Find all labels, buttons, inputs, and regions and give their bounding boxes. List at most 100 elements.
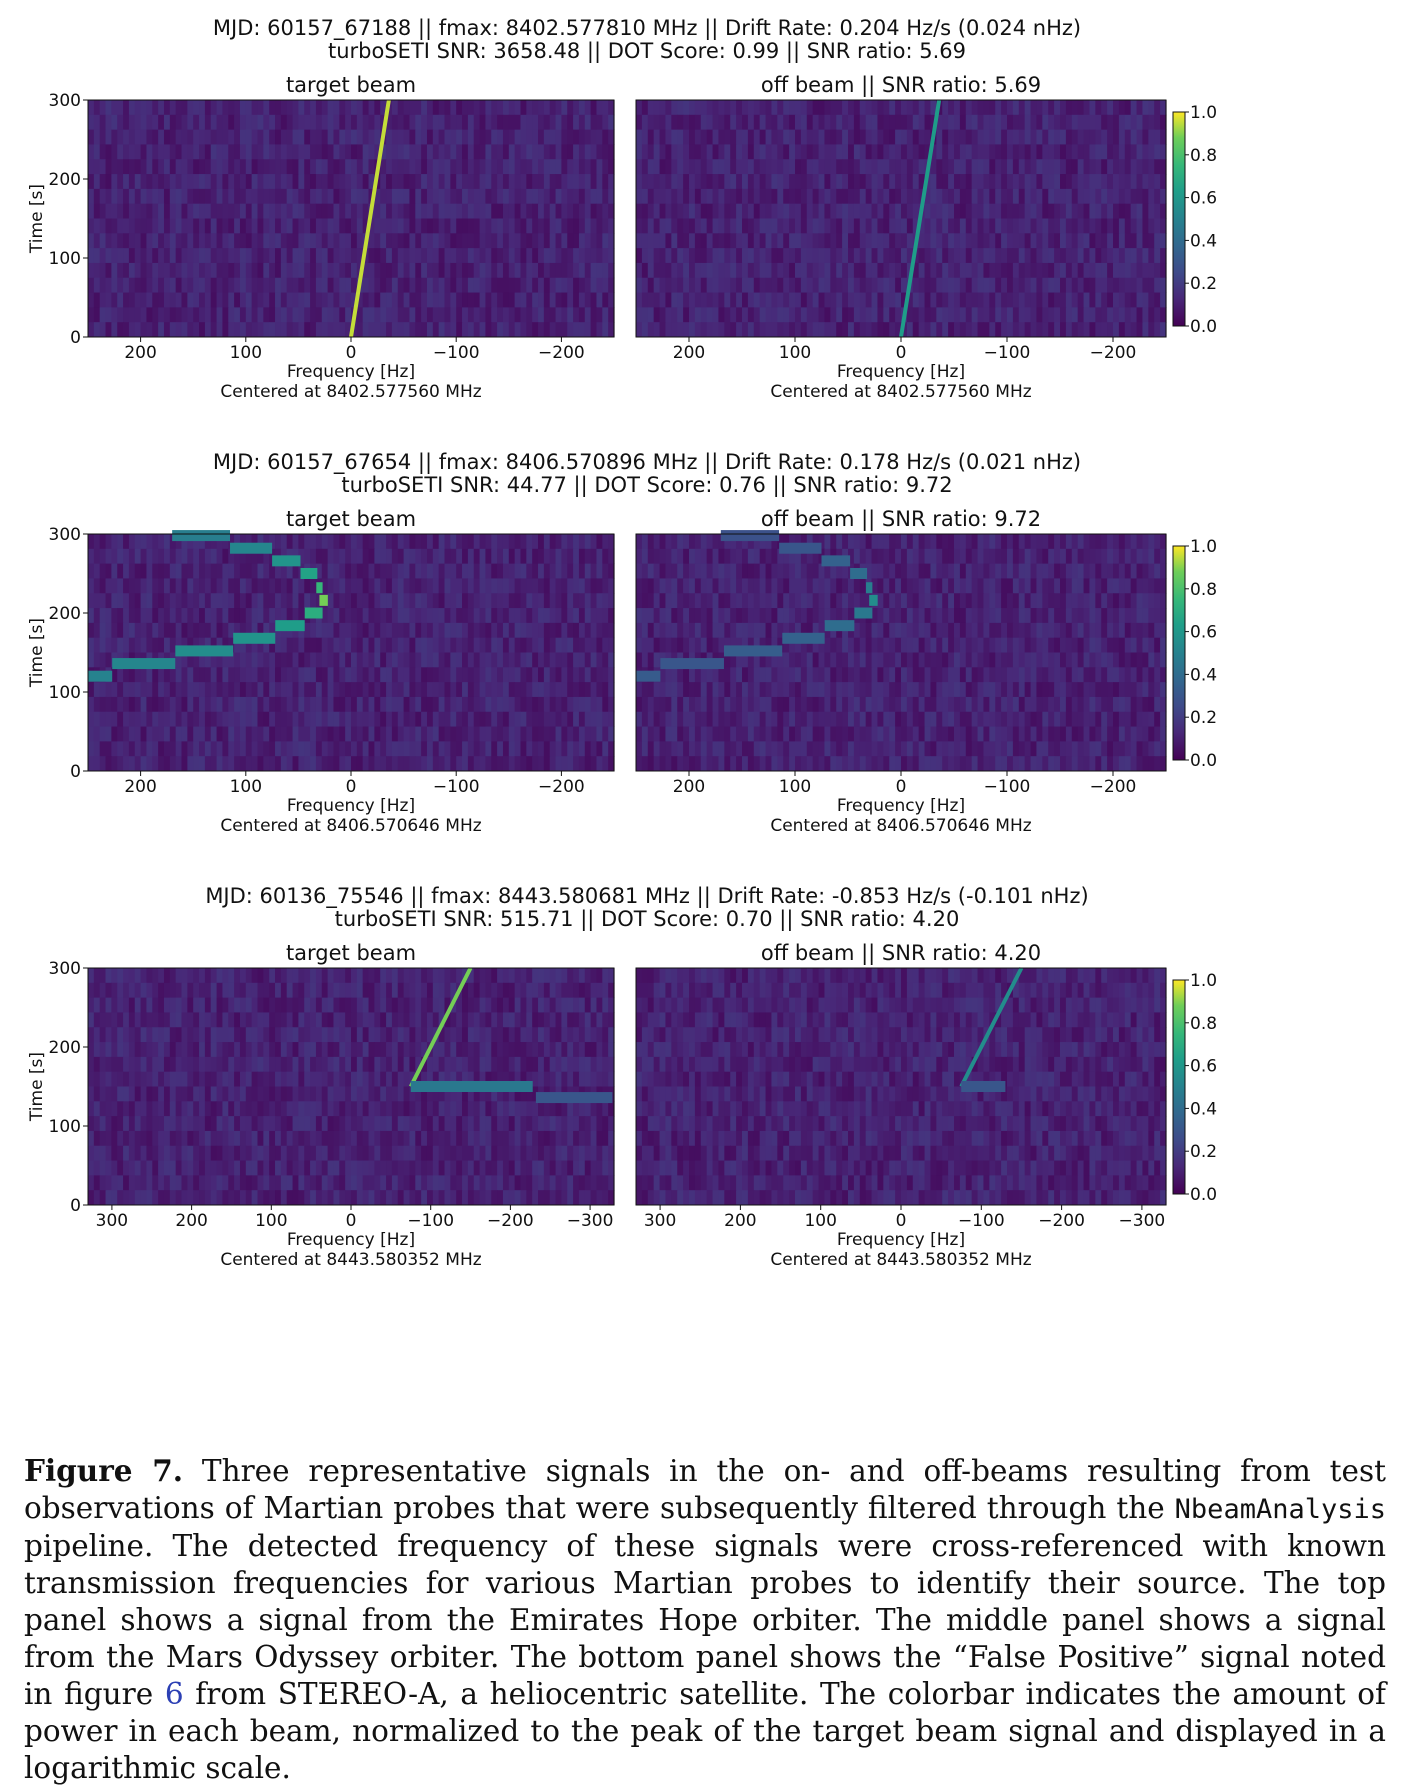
noise-cell xyxy=(689,115,695,130)
noise-cell xyxy=(550,564,556,579)
noise-cell xyxy=(671,189,677,204)
noise-cell xyxy=(901,189,907,204)
noise-cell xyxy=(106,712,112,727)
noise-cell xyxy=(322,534,328,549)
noise-cell xyxy=(468,712,474,727)
noise-cell xyxy=(456,100,462,115)
noise-cell xyxy=(515,727,521,742)
noise-cell xyxy=(263,741,269,756)
noise-cell xyxy=(462,219,468,234)
noise-cell xyxy=(1089,322,1095,337)
noise-cell xyxy=(146,564,152,579)
noise-cell xyxy=(252,727,258,742)
noise-cell xyxy=(567,293,573,308)
noise-cell xyxy=(883,593,889,608)
noise-cell xyxy=(193,712,199,727)
noise-cell xyxy=(100,638,106,653)
noise-cell xyxy=(1142,100,1148,115)
noise-cell xyxy=(480,263,486,278)
noise-cell xyxy=(240,248,246,263)
noise-cell xyxy=(1072,233,1078,248)
noise-cell xyxy=(503,322,509,337)
noise-cell xyxy=(409,697,415,712)
noise-cell xyxy=(901,130,907,145)
noise-cell xyxy=(724,564,730,579)
noise-cell xyxy=(1036,248,1042,263)
noise-cell xyxy=(1095,174,1101,189)
noise-cell xyxy=(930,159,936,174)
noise-cell xyxy=(456,307,462,322)
noise-cell xyxy=(995,322,1001,337)
noise-cell xyxy=(123,144,129,159)
noise-cell xyxy=(1084,534,1090,549)
noise-cell xyxy=(456,697,462,712)
noise-cell xyxy=(766,144,772,159)
noise-cell xyxy=(1054,100,1060,115)
noise-cell xyxy=(228,159,234,174)
noise-cell xyxy=(777,115,783,130)
noise-cell xyxy=(170,727,176,742)
noise-cell xyxy=(369,727,375,742)
noise-cell xyxy=(642,578,648,593)
noise-cell xyxy=(217,667,223,682)
noise-cell xyxy=(783,174,789,189)
noise-cell xyxy=(1025,263,1031,278)
noise-cell xyxy=(176,115,182,130)
noise-cell xyxy=(556,564,562,579)
noise-cell xyxy=(485,189,491,204)
chart-2: MJD: 60157_67654 || fmax: 8406.570896 MH… xyxy=(27,450,1217,836)
noise-cell xyxy=(854,248,860,263)
noise-cell xyxy=(129,741,135,756)
noise-cell xyxy=(665,130,671,145)
noise-cell xyxy=(333,741,339,756)
noise-cell xyxy=(392,174,398,189)
noise-cell xyxy=(357,159,363,174)
noise-cell xyxy=(217,564,223,579)
noise-cell xyxy=(1013,578,1019,593)
noise-cell xyxy=(824,130,830,145)
signal-segment xyxy=(319,595,327,606)
noise-cell xyxy=(883,549,889,564)
noise-cell xyxy=(421,219,427,234)
noise-cell xyxy=(925,549,931,564)
noise-cell xyxy=(480,727,486,742)
noise-cell xyxy=(357,727,363,742)
noise-cell xyxy=(1066,278,1072,293)
noise-cell xyxy=(648,159,654,174)
noise-cell xyxy=(1036,100,1042,115)
noise-cell xyxy=(766,159,772,174)
noise-cell xyxy=(427,100,433,115)
noise-cell xyxy=(830,144,836,159)
noise-cell xyxy=(561,653,567,668)
noise-cell xyxy=(1072,115,1078,130)
noise-cell xyxy=(883,534,889,549)
noise-cell xyxy=(919,593,925,608)
noise-cell xyxy=(427,219,433,234)
noise-cell xyxy=(1031,593,1037,608)
noise-cell xyxy=(269,219,275,234)
noise-cell xyxy=(421,623,427,638)
noise-cell xyxy=(925,233,931,248)
noise-cell xyxy=(807,130,813,145)
noise-cell xyxy=(509,578,515,593)
noise-cell xyxy=(930,278,936,293)
noise-cell xyxy=(275,322,281,337)
noise-cell xyxy=(591,322,597,337)
noise-cell xyxy=(252,322,258,337)
noise-cell xyxy=(421,608,427,623)
noise-cell xyxy=(135,144,141,159)
noise-cell xyxy=(480,741,486,756)
noise-cell xyxy=(1025,130,1031,145)
noise-cell xyxy=(1142,189,1148,204)
noise-cell xyxy=(146,667,152,682)
noise-cell xyxy=(544,756,550,771)
noise-cell xyxy=(415,174,421,189)
noise-cell xyxy=(1131,278,1137,293)
noise-cell xyxy=(836,307,842,322)
noise-cell xyxy=(854,307,860,322)
noise-cell xyxy=(795,293,801,308)
noise-cell xyxy=(217,204,223,219)
noise-cell xyxy=(415,144,421,159)
noise-cell xyxy=(1125,219,1131,234)
noise-cell xyxy=(777,263,783,278)
